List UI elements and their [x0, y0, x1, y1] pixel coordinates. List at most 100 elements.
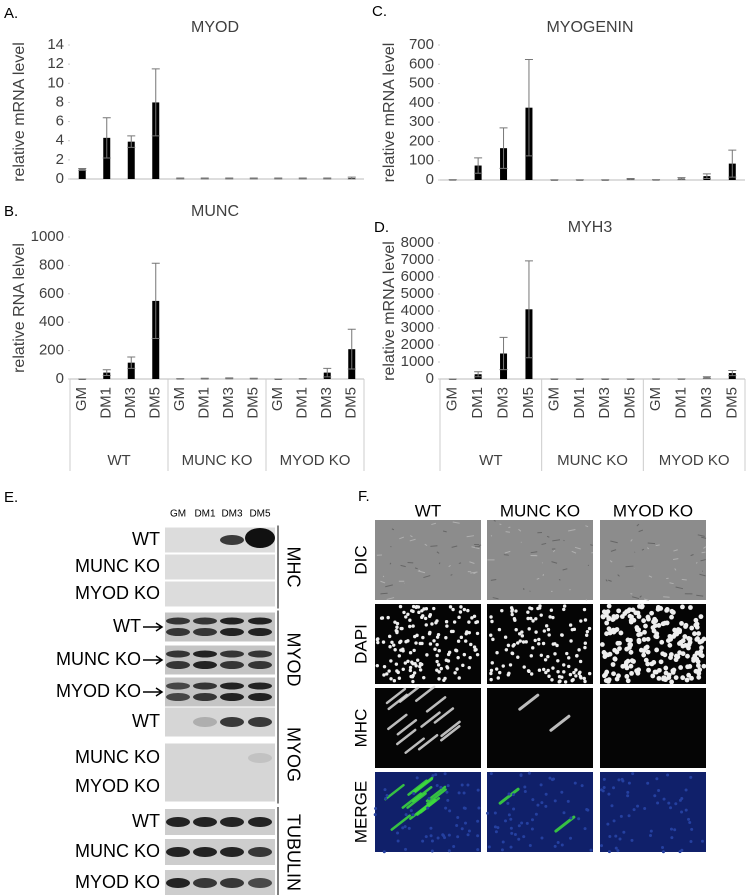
- nucleus: [560, 675, 564, 679]
- nucleus: [577, 817, 581, 821]
- fiber: [440, 720, 461, 738]
- cell-outline: [609, 560, 613, 563]
- nucleus: [497, 627, 502, 632]
- cell-outline: [542, 573, 545, 577]
- nucleus: [610, 662, 616, 667]
- error-bar: [176, 177, 185, 180]
- nucleus: [627, 613, 633, 619]
- nucleus: [678, 665, 684, 670]
- nucleus: [509, 606, 514, 610]
- nucleus: [510, 609, 514, 613]
- nucleus: [642, 629, 647, 635]
- nucleus: [651, 660, 657, 665]
- nucleus: [527, 627, 531, 631]
- nucleus: [494, 830, 498, 834]
- nucleus: [512, 807, 516, 811]
- nucleus: [385, 793, 389, 797]
- nucleus: [417, 610, 421, 615]
- blot-band: [245, 528, 275, 548]
- cell-outline: [552, 549, 556, 553]
- nucleus: [475, 631, 480, 636]
- cell-outline: [452, 521, 460, 524]
- cell-outline: [608, 579, 612, 582]
- nucleus: [396, 839, 400, 843]
- nucleus: [648, 834, 652, 838]
- error-bar: [524, 260, 533, 359]
- blot-band: [248, 847, 272, 857]
- nucleus: [569, 836, 573, 840]
- nucleus: [404, 615, 408, 619]
- nucleus: [570, 627, 575, 632]
- nucleus: [636, 632, 642, 638]
- cell-outline: [700, 559, 706, 562]
- x-tick-label: GM: [647, 387, 664, 411]
- blot-band: [248, 628, 272, 636]
- nucleus: [398, 604, 403, 609]
- nucleus: [635, 610, 641, 616]
- fiber: [387, 693, 408, 711]
- nucleus: [508, 663, 513, 667]
- nucleus: [382, 673, 386, 677]
- nucleus: [447, 849, 451, 853]
- panel-label: F.: [358, 488, 370, 505]
- fiber: [417, 733, 439, 751]
- nucleus: [537, 606, 542, 610]
- cell-outline: [673, 549, 678, 552]
- nucleus: [530, 827, 534, 831]
- nucleus: [528, 843, 532, 847]
- nucleus: [460, 783, 464, 787]
- nucleus: [520, 821, 524, 825]
- nucleus: [395, 625, 399, 629]
- y-tick-label: 14: [47, 36, 64, 53]
- nucleus: [408, 665, 413, 670]
- nucleus: [539, 783, 543, 787]
- y-tick-label: 700: [409, 36, 434, 53]
- blot-band: [220, 717, 244, 727]
- nucleus: [620, 663, 626, 669]
- nucleus: [583, 827, 587, 831]
- nucleus: [544, 624, 549, 628]
- cell-outline: [423, 575, 431, 579]
- bar: [152, 300, 160, 379]
- nucleus: [601, 609, 607, 615]
- nucleus: [537, 668, 542, 672]
- nucleus: [443, 676, 447, 681]
- nucleus: [388, 645, 392, 649]
- cell-outline: [504, 550, 511, 554]
- nucleus: [393, 620, 397, 624]
- blot-band: [193, 817, 217, 827]
- fiber: [411, 786, 433, 803]
- nucleus: [382, 664, 387, 669]
- nucleus: [529, 654, 533, 658]
- cell-outline: [552, 539, 561, 542]
- nucleus: [510, 612, 514, 617]
- blot-band: [248, 617, 272, 625]
- cell-outline: [630, 539, 633, 542]
- nucleus: [669, 679, 675, 685]
- nucleus: [680, 675, 686, 681]
- y-tick-label: 2000: [401, 336, 434, 353]
- nucleus: [657, 788, 661, 792]
- nucleus: [544, 792, 548, 796]
- image-column-label: MUNC KO: [500, 501, 580, 520]
- nucleus: [389, 659, 393, 663]
- nucleus: [645, 614, 651, 620]
- nucleus: [416, 658, 420, 662]
- nucleus: [540, 801, 544, 805]
- fiber: [390, 814, 412, 831]
- y-tick-label: 100: [409, 152, 434, 169]
- nucleus: [430, 839, 434, 843]
- nucleus: [374, 807, 378, 811]
- image-row-label: DIC: [351, 545, 370, 574]
- nucleus: [504, 648, 509, 652]
- x-tick-label: DM3: [122, 387, 139, 419]
- nucleus: [455, 824, 459, 828]
- nucleus: [520, 630, 524, 634]
- group-label: MYOD KO: [280, 452, 351, 469]
- nucleus: [409, 809, 413, 813]
- nucleus: [401, 826, 405, 830]
- nucleus: [602, 777, 606, 781]
- image-texture: [599, 772, 704, 854]
- x-tick-label: DM1: [294, 387, 311, 419]
- nucleus: [408, 624, 412, 629]
